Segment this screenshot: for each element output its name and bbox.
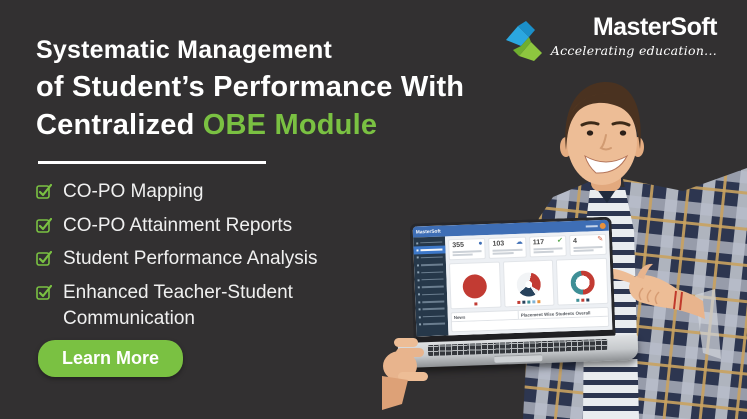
feature-list: CO-PO Mapping CO-PO Attainment Reports S…: [36, 179, 356, 339]
mastersoft-logo: MasterSoft Accelerating education...: [505, 13, 718, 62]
laptop-screen: MasterSoft: [409, 216, 616, 344]
stat-card-departments: 4 ✎: [568, 233, 607, 257]
holding-hand: [382, 338, 428, 410]
badge-icon: ●: [478, 240, 483, 248]
headline-line3-accent: OBE Module: [202, 109, 378, 141]
pie-chart: [462, 274, 488, 299]
headline-line1: Systematic Management: [36, 36, 332, 64]
bottom-panels: News Placement Wise Students Overall: [450, 306, 610, 333]
panel-title: Placement Wise Students Overall: [520, 309, 591, 318]
panel-title: News: [453, 314, 466, 320]
donut-chart: [569, 270, 595, 296]
growth-icon: ✔: [556, 237, 564, 245]
stat-card-students: 355 ●: [448, 238, 487, 261]
feature-item: Student Performance Analysis: [36, 246, 356, 272]
stat-card-employees: 103 ☁: [488, 236, 527, 259]
cloud-icon: ☁: [515, 238, 523, 246]
learn-more-button[interactable]: Learn More: [38, 340, 184, 377]
headline-line3-white: Centralized: [36, 109, 203, 141]
chart-degree-wise-students: Degree Wise Students: [448, 261, 502, 310]
dashboard-brand: MasterSoft: [415, 228, 441, 235]
stat-card-questions: 117 ✔: [528, 235, 567, 258]
chart-department-wise-faculty: Department Wise Faculty: [502, 259, 555, 308]
logo-name: MasterSoft: [592, 13, 718, 41]
chart-legend: [576, 298, 590, 302]
checkbox-check-icon: [36, 217, 52, 233]
checkbox-check-icon: [36, 183, 52, 199]
chart-cards: Degree Wise Students Department Wise Fac…: [448, 257, 609, 310]
checkbox-check-icon: [36, 284, 52, 300]
divider: [38, 161, 266, 164]
dashboard-main: 355 ● 103 ☁ 117 ✔: [445, 230, 613, 336]
feature-item: Enhanced Teacher-Student Communication: [36, 280, 356, 331]
feature-item: CO-PO Mapping: [36, 179, 356, 205]
laptop-trackpad: [494, 354, 543, 363]
pie-chart: [516, 272, 542, 297]
headline: Systematic Management of Student’s Perfo…: [36, 36, 464, 142]
feature-label: CO-PO Mapping: [63, 181, 204, 202]
feature-label: CO-PO Attainment Reports: [63, 214, 293, 236]
checkbox-check-icon: [36, 251, 52, 267]
feature-item: CO-PO Attainment Reports: [36, 213, 356, 239]
obe-dashboard: MasterSoft: [412, 219, 613, 337]
headline-line2: of Student’s Performance With: [36, 71, 465, 103]
sidebar-item: [416, 320, 448, 329]
headline-line3: Centralized OBE Module: [36, 109, 464, 142]
pencil-icon: ✎: [597, 235, 604, 244]
dashboard-avatar: [599, 222, 606, 229]
chart-legend: [474, 302, 478, 306]
feature-label: Enhanced Teacher-Student Communication: [63, 281, 293, 329]
mastersoft-logo-icon: [505, 21, 542, 61]
dashboard-search-bar: [585, 224, 598, 228]
logo-tagline: Accelerating education...: [550, 42, 717, 58]
chart-legend: [517, 300, 541, 304]
laptop-keyboard: [427, 338, 609, 357]
feature-label: Student Performance Analysis: [63, 248, 318, 270]
stat-cards: 355 ● 103 ☁ 117 ✔: [448, 233, 607, 261]
chart-board-wise-students: Board wise Students: [556, 257, 609, 306]
dashboard-sidebar: [413, 236, 449, 337]
